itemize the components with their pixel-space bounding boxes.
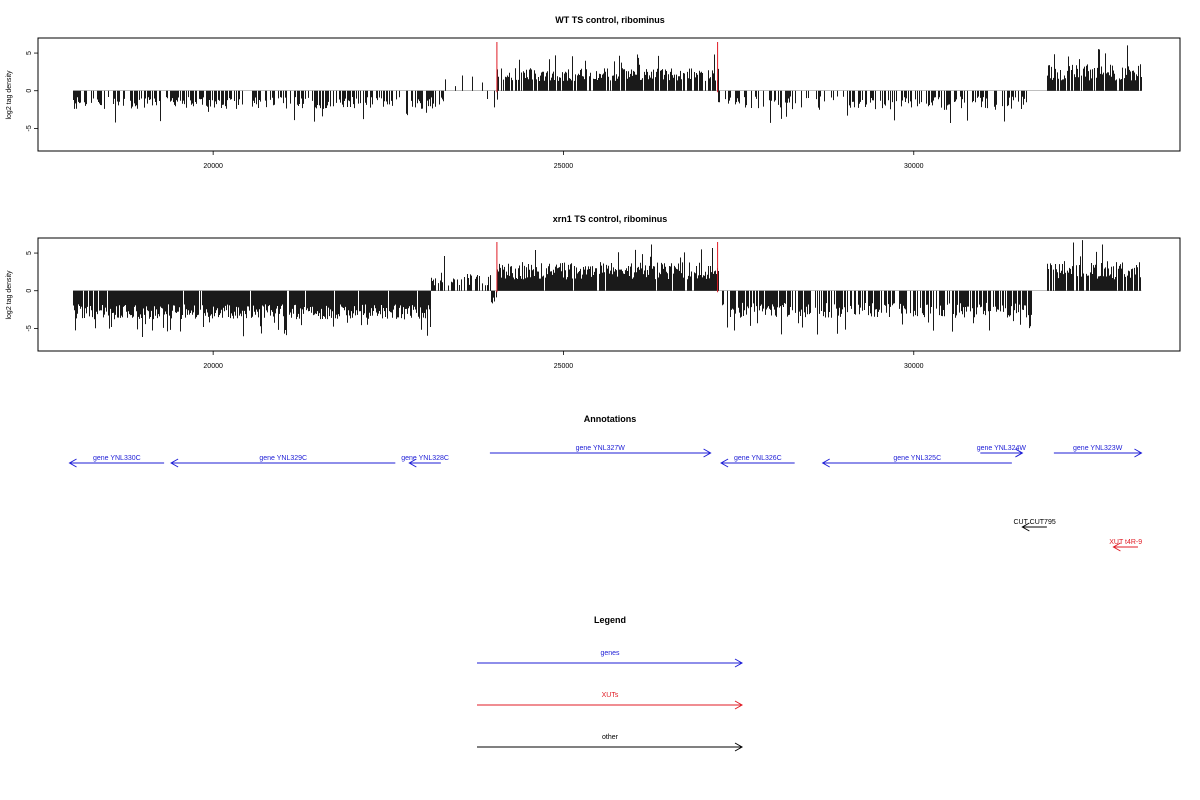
feature-label: gene YNL325C bbox=[893, 455, 941, 462]
annotations-title: Annotations bbox=[584, 414, 637, 424]
annotation-feature: gene YNL327W bbox=[489, 445, 712, 458]
arrow-head-icon bbox=[1112, 542, 1121, 552]
arrow-head-icon bbox=[408, 458, 417, 468]
legend-label: other bbox=[602, 734, 619, 741]
xrn1-axes: 20000 25000 30000 -5 0 5 bbox=[26, 251, 924, 370]
x-tick-label: 20000 bbox=[203, 163, 223, 170]
annotation-features: gene YNL330C gene YNL329C gene YNL328C gene… bbox=[68, 445, 1143, 552]
arrow-head-icon bbox=[720, 458, 729, 468]
legend-item: genes bbox=[477, 650, 744, 668]
arrow-head-icon bbox=[68, 458, 77, 468]
x-tick-label: 30000 bbox=[904, 363, 924, 370]
arrow-head-icon bbox=[1021, 522, 1030, 532]
feature-label: XUT t4R-9 bbox=[1109, 539, 1142, 546]
arrow-head-icon bbox=[170, 458, 179, 468]
feature-label: gene YNL328C bbox=[401, 455, 449, 462]
x-tick-label: 25000 bbox=[554, 363, 574, 370]
legend-items: genes XUTs other bbox=[477, 650, 744, 752]
y-tick-label: 5 bbox=[26, 251, 33, 255]
xrn1-y-axis-label: log2 tag density bbox=[6, 270, 13, 320]
feature-label: gene YNL323W bbox=[1073, 445, 1123, 452]
xrn1-density-bars bbox=[73, 240, 1142, 338]
y-tick-label: 5 bbox=[26, 51, 33, 55]
y-tick-label: 0 bbox=[26, 289, 33, 293]
x-tick-label: 25000 bbox=[554, 163, 574, 170]
feature-label: gene YNL327W bbox=[576, 445, 626, 452]
legend-item: XUTs bbox=[477, 692, 744, 710]
annotation-feature: gene YNL325C bbox=[821, 455, 1012, 468]
y-tick-label: -5 bbox=[26, 125, 33, 131]
arrow-head-icon bbox=[1134, 448, 1143, 458]
wt-plot-frame bbox=[37, 37, 1181, 152]
feature-label: gene YNL326C bbox=[734, 455, 782, 462]
feature-label: gene YNL324W bbox=[977, 445, 1027, 452]
annotations-track: Annotations gene YNL330C gene YNL329C gene… bbox=[68, 414, 1143, 552]
arrow-head-icon bbox=[734, 700, 744, 710]
x-tick-label: 20000 bbox=[203, 363, 223, 370]
feature-label: gene YNL330C bbox=[93, 455, 141, 462]
annotation-feature: gene YNL323W bbox=[1053, 445, 1143, 458]
arrow-head-icon bbox=[734, 742, 744, 752]
xrn1-plot-frame bbox=[37, 237, 1181, 352]
wt-y-axis-label: log2 tag density bbox=[6, 70, 13, 120]
wt-density-bars bbox=[73, 42, 1142, 123]
feature-label: gene YNL329C bbox=[259, 455, 307, 462]
xrn1-density-panel: xrn1 TS control, ribominus log2 tag dens… bbox=[6, 214, 1181, 370]
annotation-feature: gene YNL329C bbox=[170, 455, 396, 468]
legend-label: XUTs bbox=[602, 692, 619, 699]
annotation-feature: gene YNL324W bbox=[977, 445, 1027, 458]
xrn1-panel-title: xrn1 TS control, ribominus bbox=[553, 214, 668, 224]
legend-title: Legend bbox=[594, 615, 626, 625]
annotation-feature: gene YNL330C bbox=[68, 455, 165, 468]
wt-axes: 20000 25000 30000 -5 0 5 bbox=[26, 51, 924, 170]
wt-panel-title: WT TS control, ribominus bbox=[555, 15, 665, 25]
legend: Legend genes XUTs other bbox=[477, 615, 744, 752]
y-tick-label: -5 bbox=[26, 325, 33, 331]
arrow-head-icon bbox=[1015, 448, 1024, 458]
wt-density-panel: WT TS control, ribominus log2 tag densit… bbox=[6, 15, 1181, 170]
arrow-head-icon bbox=[821, 458, 830, 468]
y-tick-label: 0 bbox=[26, 89, 33, 93]
legend-label: genes bbox=[600, 650, 620, 657]
annotation-feature: CUT CUT795 bbox=[1013, 519, 1056, 532]
legend-item: other bbox=[477, 734, 744, 752]
feature-label: CUT CUT795 bbox=[1013, 519, 1055, 526]
arrow-head-icon bbox=[734, 658, 744, 668]
annotation-feature: gene YNL328C bbox=[401, 455, 449, 468]
annotation-feature: XUT t4R-9 bbox=[1109, 539, 1142, 552]
x-tick-label: 30000 bbox=[904, 163, 924, 170]
arrow-head-icon bbox=[703, 448, 712, 458]
annotation-feature: gene YNL326C bbox=[720, 455, 795, 468]
